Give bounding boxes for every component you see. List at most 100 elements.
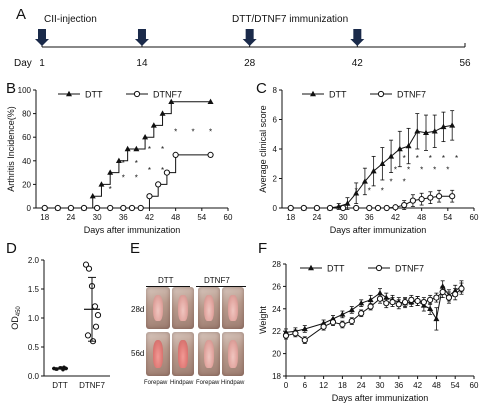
timeline-right-label: DTT/DTNF7 immunization (232, 14, 348, 25)
category-label: DTT (52, 381, 68, 390)
data-point-dtnf7 (409, 197, 417, 204)
data-point-dtnf7 (84, 332, 92, 339)
x-axis-title: Days after immunization (330, 225, 427, 235)
x-tick-label: 60 (470, 381, 479, 390)
timeline-group: CII-injection DTT/DTNF7 immunization Day 1 1… (14, 14, 471, 69)
significance-mark: * (446, 166, 449, 175)
significance-mark: * (148, 145, 151, 154)
y-tick-label: 20 (22, 180, 31, 189)
data-point-dtnf7 (329, 319, 337, 326)
x-tick-label: 0 (284, 381, 289, 390)
data-point-dtnf7 (435, 193, 443, 200)
significance-mark: * (148, 166, 151, 175)
data-point-dtt (423, 129, 429, 135)
y-tick-label: 40 (22, 157, 31, 166)
x-tick-label: 60 (470, 213, 479, 222)
x-tick-label: 48 (171, 213, 180, 222)
data-point-dtnf7 (94, 312, 102, 319)
data-point-dtnf7 (376, 295, 384, 302)
photo-dtnf7-hindpaw-56d (222, 332, 244, 376)
y-tick-label: 20 (272, 350, 281, 359)
legend-marker (133, 90, 141, 98)
injection-arrow-icon (242, 29, 257, 46)
data-point-dtnf7 (163, 169, 171, 176)
x-tick-label: 60 (224, 213, 233, 222)
group-divider-dtt (146, 286, 190, 287)
y-tick-label: 26 (272, 282, 281, 291)
data-point-dtt (433, 315, 440, 322)
legend-label: DTT (327, 264, 345, 274)
data-point-dtnf7 (439, 288, 446, 296)
y-tick-label: 60 (22, 133, 31, 142)
x-tick-label: 54 (197, 213, 206, 222)
data-point-dtnf7 (358, 310, 365, 317)
x-tick-label: 54 (451, 381, 460, 390)
panel-f-letter: F (258, 240, 268, 257)
significance-mark: * (122, 173, 125, 182)
data-point-dtnf7 (128, 204, 136, 212)
significance-mark: * (403, 154, 406, 163)
legend-label: DTT (329, 90, 347, 100)
panel-e-letter: E (130, 240, 141, 257)
significance-mark: * (368, 186, 371, 195)
x-tick-label: 42 (145, 213, 154, 222)
legend-label: DTNF7 (395, 264, 424, 274)
y-tick-label: 2.0 (28, 256, 40, 265)
significance-mark: * (192, 127, 195, 136)
column-label-forepaw-dtt: Forepaw (144, 380, 168, 386)
y-tick-label: 18 (272, 372, 281, 381)
panel-c-letter: C (256, 80, 267, 97)
data-point-dtnf7 (427, 296, 434, 303)
panel-a-letter: A (16, 6, 27, 23)
data-point-dtt (339, 311, 346, 317)
y-axis-title: OD450 (10, 306, 22, 330)
y-tick-label: 1.5 (28, 285, 40, 294)
y-tick-label: 24 (272, 305, 281, 314)
x-tick-label: 42 (413, 381, 422, 390)
significance-mark: * (122, 159, 125, 168)
timeline-day-label: 1 (39, 58, 45, 69)
data-point-dtt (98, 181, 105, 187)
y-tick-label: 8 (273, 86, 278, 95)
series-line-dtnf7 (44, 154, 211, 209)
photo-dtt-forepaw-28d (146, 287, 170, 329)
x-tick-label: 48 (432, 381, 441, 390)
data-point-dtt (379, 160, 386, 166)
data-point-dtnf7 (395, 301, 402, 308)
y-tick-label: 6 (273, 116, 278, 125)
data-point-dtt (115, 157, 122, 163)
y-tick-label: 80 (22, 110, 31, 119)
data-point-dtt (89, 193, 96, 199)
y-axis-title: Weight (258, 306, 268, 334)
data-point-dtnf7 (427, 194, 434, 201)
paw-photo-grid: DTT DTNF7 (140, 276, 250, 386)
injection-arrow-icon (35, 29, 49, 46)
x-tick-label: 18 (286, 213, 295, 222)
group-label-dtnf7: DTNF7 (204, 276, 230, 285)
significance-mark: * (174, 127, 177, 136)
data-point-dtnf7 (155, 181, 162, 188)
significance-mark: * (390, 177, 393, 186)
x-tick-label: 24 (66, 213, 75, 222)
data-point-dtt (427, 305, 434, 311)
data-point-dtt (388, 153, 395, 159)
data-point-dtt (207, 98, 214, 104)
x-tick-label: 36 (394, 381, 403, 390)
significance-mark: * (407, 166, 410, 175)
incidence-chart: 0 20 40 60 80 100 18 24 30 36 42 48 54 60 Days after i… (6, 86, 233, 235)
y-tick-label: 0.5 (28, 343, 40, 352)
data-point-dtnf7 (137, 204, 144, 212)
x-tick-label: 18 (338, 381, 347, 390)
x-tick-label: 36 (119, 213, 128, 222)
data-point-dtt (361, 178, 368, 184)
panel-d-letter: D (6, 240, 17, 257)
significance-mark: * (161, 145, 164, 154)
timeline-left-label: CII-injection (44, 14, 97, 25)
timeline-day-label: 28 (244, 58, 256, 69)
y-tick-label: 4 (273, 145, 278, 154)
legend-marker (310, 90, 316, 97)
data-point-dtnf7 (339, 321, 346, 328)
significance-mark: * (135, 159, 138, 168)
row-label-56d: 56d (131, 349, 145, 358)
